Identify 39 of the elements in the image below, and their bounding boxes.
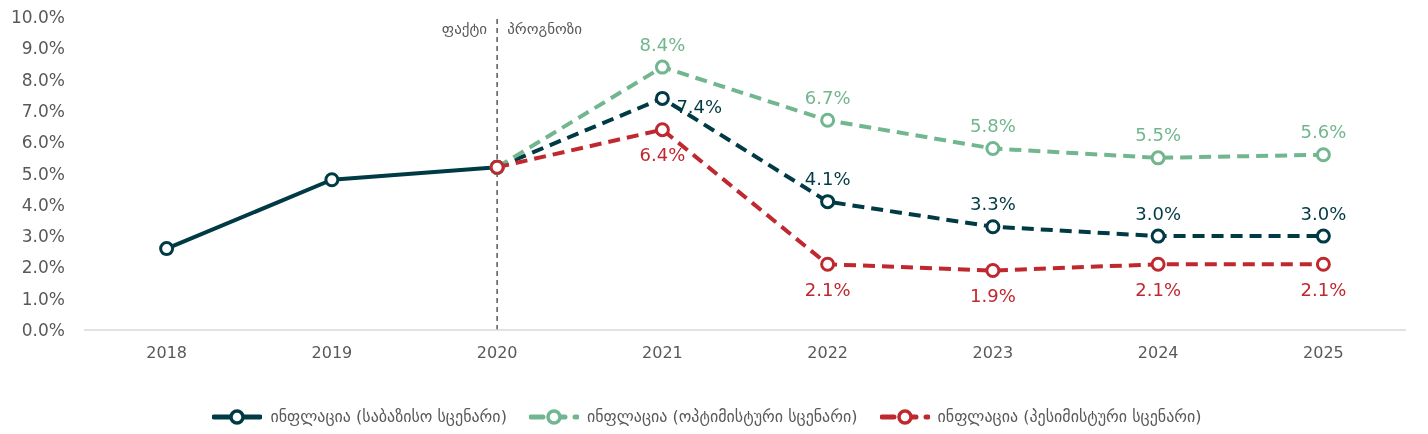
- x-tick-label: 2024: [1137, 343, 1179, 363]
- x-tick-label: 2021: [642, 343, 683, 363]
- data-label: 5.8%: [970, 114, 1016, 136]
- y-tick-label: 10.0%: [10, 7, 65, 28]
- y-tick-label: 9.0%: [21, 38, 65, 59]
- y-tick-label: 8.0%: [21, 69, 65, 90]
- data-label: 6.7%: [804, 86, 851, 108]
- legend-label: ინფლაცია (საბაზისო სცენარი): [270, 407, 507, 426]
- y-tick-label: 7.0%: [21, 100, 65, 121]
- data-label: 3.3%: [970, 193, 1016, 215]
- y-tick-label: 6.0%: [21, 132, 65, 153]
- annotation: ფაქტი: [441, 20, 488, 38]
- y-tick-label: 4.0%: [21, 194, 65, 215]
- x-tick-label: 2023: [972, 343, 1014, 363]
- x-tick-label: 2020: [476, 343, 518, 363]
- x-tick-label: 2019: [311, 343, 353, 363]
- data-label: 2.1%: [1135, 278, 1181, 300]
- legend-label: ინფლაცია (პესიმისტური სცენარი): [937, 407, 1202, 426]
- y-tick-label: 2.0%: [21, 257, 65, 278]
- y-tick-label: 0.0%: [21, 320, 65, 341]
- y-tick-label: 1.0%: [21, 288, 65, 309]
- annotation: პროგნოზი: [507, 20, 583, 38]
- data-label: 2.1%: [804, 278, 851, 300]
- data-label: 7.4%: [676, 95, 723, 117]
- y-tick-label: 5.0%: [21, 163, 65, 184]
- data-label: 4.1%: [804, 168, 851, 190]
- data-label: 2.1%: [1300, 278, 1347, 300]
- legend-label: ინფლაცია (ოპტიმისტური სცენარი): [586, 407, 858, 426]
- y-tick-label: 3.0%: [21, 226, 65, 247]
- data-label: 6.4%: [639, 144, 686, 166]
- data-label: 3.0%: [1135, 202, 1181, 224]
- data-label: 5.5%: [1135, 124, 1181, 146]
- x-tick-label: 2022: [807, 343, 848, 363]
- x-tick-label: 2018: [146, 343, 187, 363]
- data-label: 5.6%: [1300, 121, 1347, 143]
- data-label: 1.9%: [970, 285, 1016, 307]
- data-label: 3.0%: [1300, 202, 1347, 224]
- data-label: 8.4%: [639, 33, 686, 55]
- x-tick-label: 2025: [1303, 343, 1344, 363]
